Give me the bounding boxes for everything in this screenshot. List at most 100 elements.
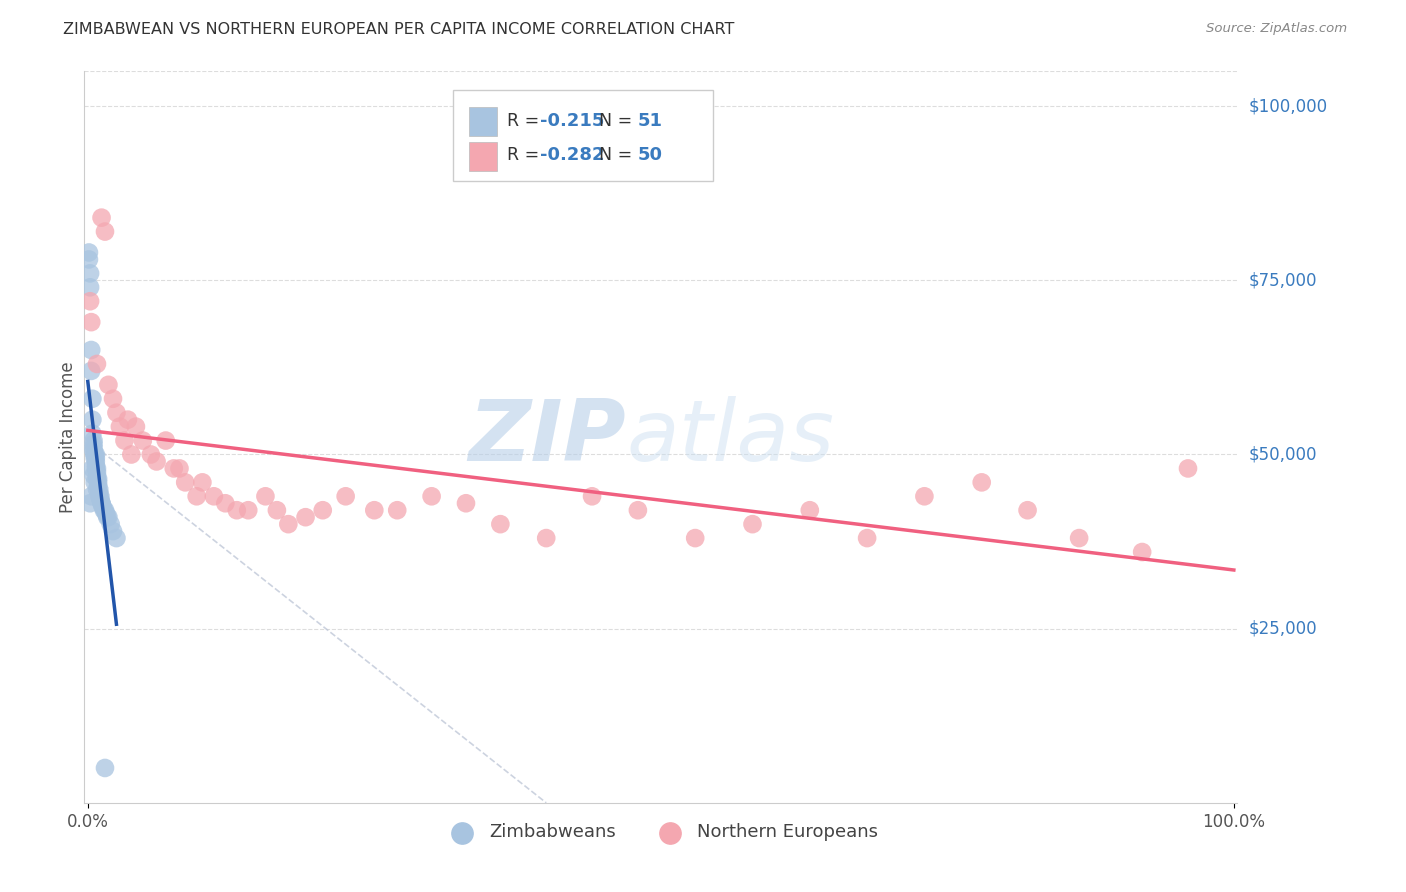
Point (96, 510, 118, 524)
Text: atlas: atlas (626, 395, 834, 479)
Point (90, 211, 112, 225)
Point (86, 472, 108, 486)
Point (84, 448, 107, 462)
Point (86, 461, 108, 475)
Point (420, 489, 443, 503)
Point (83, 468, 105, 483)
Point (627, 503, 650, 517)
Point (454, 496, 477, 510)
Point (387, 503, 409, 517)
Point (120, 448, 142, 462)
Text: $100,000: $100,000 (1249, 97, 1327, 115)
Point (254, 489, 277, 503)
Point (186, 489, 208, 503)
Point (1017, 503, 1039, 517)
Text: R =: R = (508, 146, 546, 164)
Point (105, 406, 128, 420)
Point (82, 461, 104, 475)
Point (202, 489, 225, 503)
Text: Source: ZipAtlas.com: Source: ZipAtlas.com (1206, 22, 1347, 36)
Point (84, 454, 107, 468)
Point (266, 503, 288, 517)
Point (97, 377, 120, 392)
Point (1130, 545, 1153, 559)
Point (799, 503, 821, 517)
Text: N =: N = (588, 146, 638, 164)
Text: ZIMBABWEAN VS NORTHERN EUROPEAN PER CAPITA INCOME CORRELATION CHART: ZIMBABWEAN VS NORTHERN EUROPEAN PER CAPI… (63, 22, 735, 37)
Point (83, 448, 105, 462)
Text: -0.215: -0.215 (540, 112, 605, 130)
Point (82, 426, 104, 441)
Point (214, 496, 236, 510)
Point (89, 483, 111, 497)
Point (79, 496, 101, 510)
Point (169, 461, 191, 475)
Text: -0.282: -0.282 (540, 146, 605, 164)
Point (91, 500, 114, 514)
Point (294, 510, 316, 524)
Point (79, 280, 101, 294)
FancyBboxPatch shape (470, 107, 498, 136)
Point (1177, 461, 1199, 475)
Point (101, 524, 124, 538)
Point (87, 479, 110, 493)
Point (80, 315, 103, 329)
Point (89, 489, 111, 503)
Text: R =: R = (508, 112, 546, 130)
Text: $50,000: $50,000 (1249, 445, 1317, 464)
Point (238, 503, 260, 517)
Point (82, 412, 104, 426)
Text: $25,000: $25,000 (1249, 620, 1317, 638)
Point (125, 419, 148, 434)
Point (80, 489, 103, 503)
Point (489, 517, 512, 532)
Legend: Zimbabweans, Northern Europeans: Zimbabweans, Northern Europeans (436, 816, 886, 848)
Point (363, 503, 385, 517)
Point (86, 483, 108, 497)
Point (83, 444, 105, 458)
Text: N =: N = (588, 112, 638, 130)
Point (90, 496, 112, 510)
Point (87, 472, 110, 486)
Point (105, 531, 128, 545)
Point (86, 357, 108, 371)
Point (100, 517, 122, 532)
Point (79, 294, 101, 309)
Text: 51: 51 (638, 112, 662, 130)
Point (82, 392, 104, 406)
Point (90, 496, 112, 510)
Point (83, 448, 105, 462)
Point (80, 343, 103, 357)
Point (139, 448, 162, 462)
Y-axis label: Per Capita Income: Per Capita Income (59, 361, 77, 513)
Point (77, 252, 100, 267)
Text: 50: 50 (638, 146, 662, 164)
Point (94, 761, 117, 775)
Point (97, 510, 120, 524)
FancyBboxPatch shape (453, 90, 713, 181)
Point (117, 412, 139, 426)
Point (534, 531, 557, 545)
Point (80, 364, 103, 378)
Point (581, 489, 603, 503)
Point (89, 489, 111, 503)
Point (145, 454, 167, 468)
Point (83, 450, 105, 465)
Point (84, 458, 107, 472)
Point (77, 245, 100, 260)
Point (94, 503, 117, 517)
Point (89, 485, 111, 500)
Point (683, 531, 706, 545)
Point (155, 434, 177, 448)
Point (94, 225, 117, 239)
Point (101, 392, 124, 406)
Point (163, 461, 186, 475)
Point (277, 517, 299, 532)
Point (191, 475, 214, 490)
Point (87, 475, 110, 490)
Point (1069, 531, 1091, 545)
Text: $75,000: $75,000 (1249, 271, 1317, 289)
Point (79, 266, 101, 280)
Point (86, 468, 108, 483)
Point (225, 503, 247, 517)
